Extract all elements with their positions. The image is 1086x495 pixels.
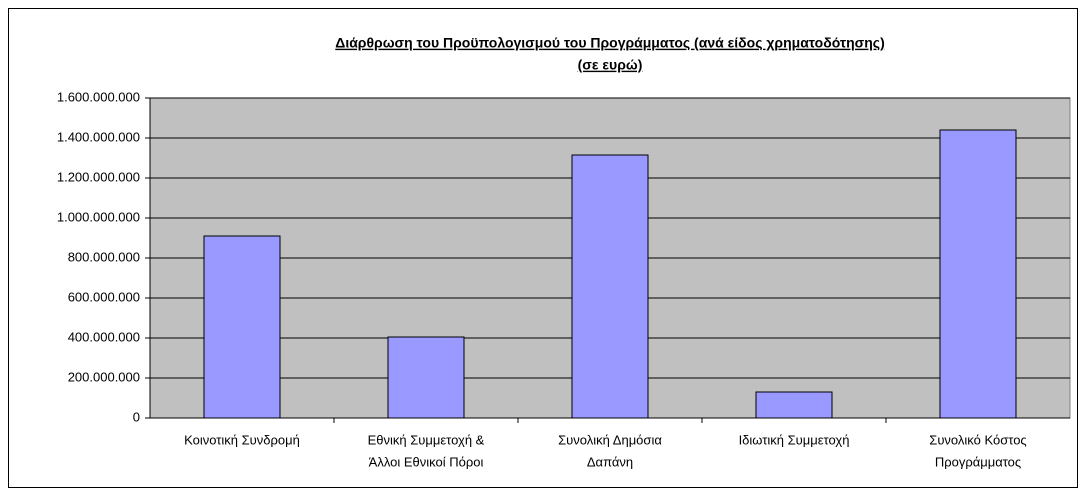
x-tick-label: Εθνική Συμμετοχή &	[368, 432, 485, 447]
x-tick-label: Συνολικό Κόστος	[929, 432, 1026, 447]
bar	[571, 154, 649, 419]
bar	[203, 235, 281, 419]
bar	[755, 391, 833, 419]
x-tick-label: Δαπάνη	[587, 454, 633, 469]
x-tick-label: Ιδιωτική Συμμετοχή	[739, 432, 850, 447]
chart-title: Διάρθρωση του Προϋπολογισμού του Προγράμ…	[335, 35, 885, 51]
x-tick-label: Άλλοι Εθνικοί Πόροι	[369, 454, 484, 469]
y-tick-label: 0	[133, 409, 140, 424]
y-tick-label: 800.000.000	[68, 249, 140, 264]
y-tick-label: 1.200.000.000	[57, 169, 140, 184]
y-tick-label: 1.400.000.000	[57, 129, 140, 144]
y-tick-label: 1.000.000.000	[57, 209, 140, 224]
x-tick-label: Προγράμματος	[935, 454, 1021, 469]
bar	[387, 336, 465, 419]
chart-subtitle: (σε ευρώ)	[578, 57, 643, 73]
y-tick-label: 600.000.000	[68, 289, 140, 304]
y-tick-label: 1.600.000.000	[57, 89, 140, 104]
y-tick-label: 200.000.000	[68, 369, 140, 384]
x-tick-label: Συνολική Δημόσια	[558, 432, 662, 447]
y-tick-label: 400.000.000	[68, 329, 140, 344]
bar	[939, 129, 1017, 419]
x-tick-label: Κοινοτική Συνδρομή	[184, 432, 300, 447]
